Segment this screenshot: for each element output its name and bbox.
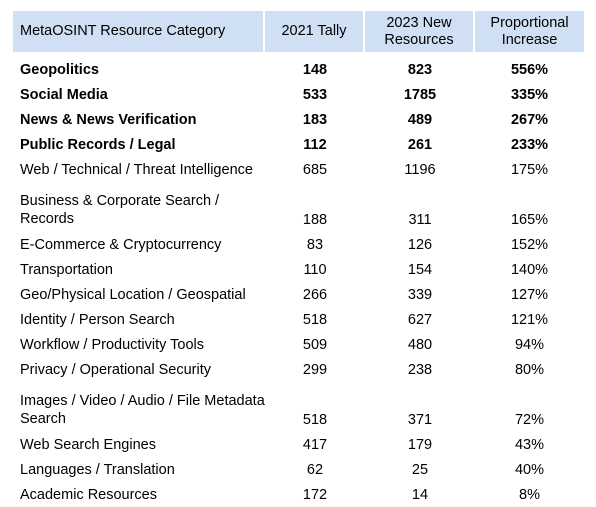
increase-cell: 127% <box>510 286 549 303</box>
category-cell: News & News Verification <box>20 111 197 128</box>
new-2023-cell: 823 <box>407 61 433 78</box>
table-row: Transportation 110 154 140% <box>13 257 584 282</box>
increase-cell: 152% <box>510 236 549 253</box>
new-2023-cell: 154 <box>407 261 433 278</box>
table-row: E-Commerce & Cryptocurrency 83 126 152% <box>13 232 584 257</box>
new-2023-cell: 14 <box>411 486 429 503</box>
table-row: Workflow / Productivity Tools 509 480 94% <box>13 332 584 357</box>
table-row: Identity / Person Search 518 627 121% <box>13 307 584 332</box>
category-cell: Images / Video / Audio / File Metadata S… <box>20 393 265 427</box>
category-cell: Web / Technical / Threat Intelligence <box>20 161 253 178</box>
tally-2021-cell: 172 <box>302 486 328 503</box>
table-row: Web Search Engines 417 179 43% <box>13 432 584 457</box>
new-2023-cell: 311 <box>408 212 432 228</box>
tally-2021-cell: 188 <box>302 212 328 228</box>
header-row: MetaOSINT Resource Category 2021 Tally 2… <box>13 11 584 52</box>
header-2023-new: 2023 New Resources <box>365 11 475 52</box>
new-2023-cell: 1196 <box>404 161 436 178</box>
new-2023-cell: 339 <box>407 286 433 303</box>
table-row: Business & Corporate Search / Records 188… <box>13 182 584 232</box>
header-category: MetaOSINT Resource Category <box>13 11 265 52</box>
category-cell: Identity / Person Search <box>20 311 175 328</box>
new-2023-cell: 1785 <box>403 86 437 103</box>
tally-2021-cell: 266 <box>302 286 328 303</box>
new-2023-cell: 261 <box>407 136 433 153</box>
table-header: MetaOSINT Resource Category 2021 Tally 2… <box>13 11 584 52</box>
increase-cell: 556% <box>510 61 549 78</box>
tally-2021-cell: 112 <box>303 136 327 153</box>
new-2023-cell: 25 <box>411 461 429 478</box>
category-cell: Languages / Translation <box>20 461 175 478</box>
table-row: Geo/Physical Location / Geospatial 266 339… <box>13 282 584 307</box>
increase-cell: 40% <box>514 461 545 478</box>
category-cell: Geo/Physical Location / Geospatial <box>20 286 246 303</box>
table-row: Languages / Translation 62 25 40% <box>13 457 584 482</box>
increase-cell: 121% <box>510 311 549 328</box>
tally-2021-cell: 518 <box>302 412 328 428</box>
new-2023-cell: 371 <box>407 412 433 428</box>
new-2023-cell: 126 <box>407 236 433 253</box>
category-cell: Web Search Engines <box>20 436 156 453</box>
tally-2021-cell: 417 <box>302 436 328 453</box>
tally-2021-cell: 110 <box>303 261 327 278</box>
tally-2021-cell: 533 <box>302 86 328 103</box>
tally-2021-cell: 148 <box>302 61 328 78</box>
table-row: Web / Technical / Threat Intelligence 685… <box>13 157 584 182</box>
header-increase: Proportional Increase <box>475 11 584 52</box>
tally-2021-cell: 83 <box>306 236 324 253</box>
increase-cell: 267% <box>510 111 549 128</box>
header-2021-tally: 2021 Tally <box>265 11 365 52</box>
table-row: Images / Video / Audio / File Metadata S… <box>13 382 584 432</box>
resource-table: MetaOSINT Resource Category 2021 Tally 2… <box>13 11 584 507</box>
new-2023-cell: 179 <box>407 436 433 453</box>
new-2023-cell: 238 <box>407 361 433 378</box>
table-row: Privacy / Operational Security 299 238 80% <box>13 357 584 382</box>
table-row: Public Records / Legal 112 261 233% <box>13 132 584 157</box>
table-row: News & News Verification 183 489 267% <box>13 107 584 132</box>
increase-cell: 94% <box>514 336 545 353</box>
category-cell: Geopolitics <box>20 61 99 78</box>
increase-cell: 175% <box>510 161 549 178</box>
increase-cell: 8% <box>519 486 540 503</box>
increase-cell: 335% <box>510 86 549 103</box>
table-body: Geopolitics 148 823 556% Social Media 533 1785… <box>13 52 584 507</box>
increase-cell: 140% <box>510 261 549 278</box>
new-2023-cell: 480 <box>407 336 433 353</box>
category-cell: Workflow / Productivity Tools <box>20 336 204 353</box>
tally-2021-cell: 685 <box>302 161 328 178</box>
tally-2021-cell: 509 <box>302 336 328 353</box>
category-cell: Public Records / Legal <box>20 136 176 153</box>
tally-2021-cell: 183 <box>302 111 328 128</box>
tally-2021-cell: 62 <box>306 461 324 478</box>
tally-2021-cell: 299 <box>302 361 328 378</box>
table-row: Geopolitics 148 823 556% <box>13 57 584 82</box>
increase-cell: 233% <box>510 136 549 153</box>
category-cell: Academic Resources <box>20 486 157 503</box>
table-row: Academic Resources 172 14 8% <box>13 482 584 507</box>
category-cell: E-Commerce & Cryptocurrency <box>20 236 222 253</box>
table-row: Social Media 533 1785 335% <box>13 82 584 107</box>
category-cell: Business & Corporate Search / Records <box>20 193 220 227</box>
new-2023-cell: 627 <box>407 311 433 328</box>
tally-2021-cell: 518 <box>302 311 328 328</box>
category-cell: Privacy / Operational Security <box>20 361 211 378</box>
page: MetaOSINT Resource Category 2021 Tally 2… <box>13 11 584 503</box>
category-cell: Social Media <box>20 86 108 103</box>
category-cell: Transportation <box>20 261 113 278</box>
increase-cell: 43% <box>514 436 545 453</box>
increase-cell: 80% <box>514 361 545 378</box>
increase-cell: 72% <box>514 412 545 428</box>
new-2023-cell: 489 <box>407 111 433 128</box>
increase-cell: 165% <box>510 212 549 228</box>
